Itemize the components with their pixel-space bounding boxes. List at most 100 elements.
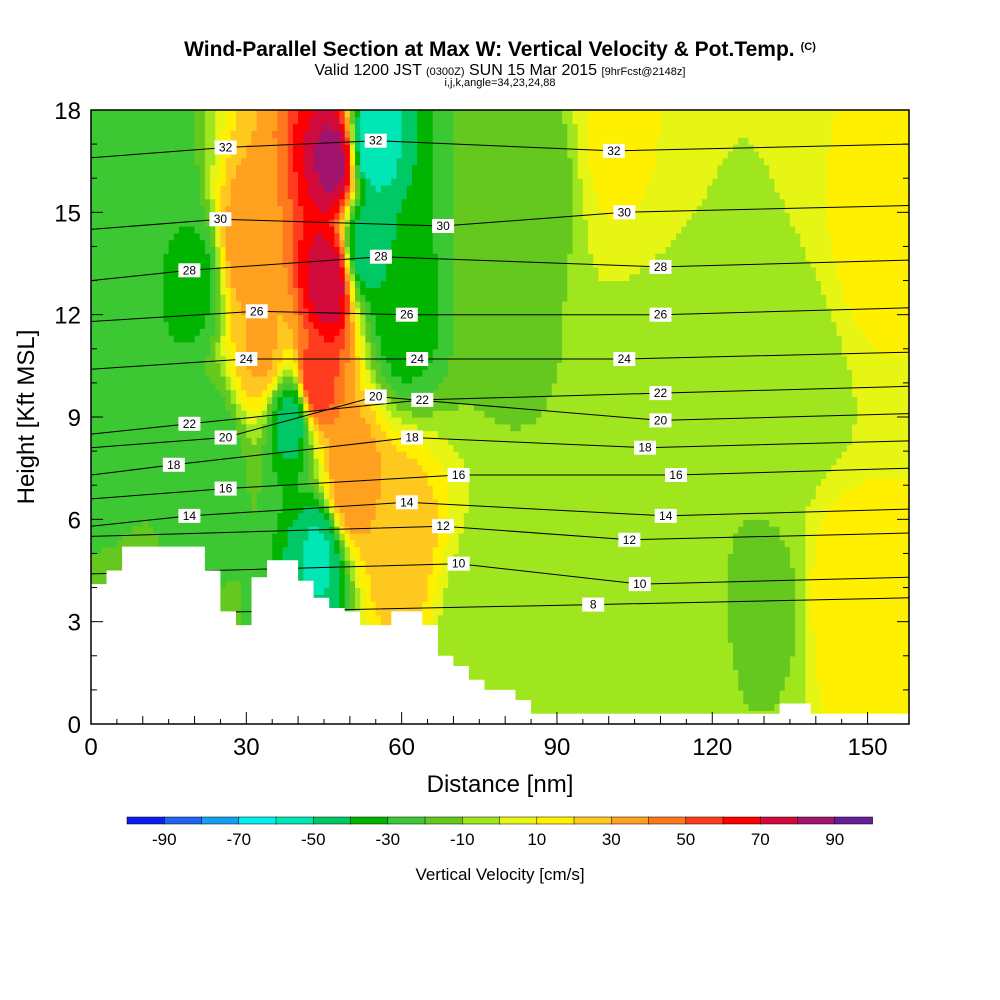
velocity-cell <box>815 642 909 650</box>
terrain-mask <box>91 546 909 724</box>
velocity-cell <box>453 191 574 200</box>
velocity-cell <box>437 628 729 636</box>
velocity-cell <box>215 130 222 138</box>
velocity-cell <box>826 219 909 227</box>
isentrope-label-bg <box>178 508 201 523</box>
velocity-cell <box>215 232 222 241</box>
velocity-cell <box>215 246 222 254</box>
velocity-cell <box>779 689 807 698</box>
velocity-cell <box>567 273 599 282</box>
x-tick-label: 150 <box>848 734 888 761</box>
velocity-cell <box>826 301 848 309</box>
velocity-cell <box>355 123 361 131</box>
velocity-cell <box>344 191 351 200</box>
velocity-cell <box>650 260 812 268</box>
velocity-cell <box>448 573 729 582</box>
velocity-cell <box>355 342 361 350</box>
velocity-cell <box>753 144 832 152</box>
velocity-cell <box>215 205 222 213</box>
velocity-cell <box>225 294 232 302</box>
isentrope-label: 28 <box>649 259 672 274</box>
velocity-cell <box>91 273 165 282</box>
velocity-cell <box>220 369 227 377</box>
velocity-cell <box>789 546 806 554</box>
velocity-cell <box>743 696 781 705</box>
velocity-cell <box>593 253 656 261</box>
velocity-cell <box>852 485 909 493</box>
velocity-cell <box>225 273 232 282</box>
velocity-cell <box>588 116 662 125</box>
isentrope-label-text: 10 <box>452 557 466 571</box>
velocity-cell <box>91 171 201 179</box>
velocity-cell <box>727 567 796 575</box>
velocity-cell <box>645 191 708 200</box>
velocity-cell <box>298 178 310 186</box>
velocity-cell <box>344 519 372 527</box>
velocity-cell <box>727 635 796 643</box>
velocity-cell <box>292 164 304 172</box>
velocity-cell <box>220 171 227 179</box>
isentrope-label: 18 <box>162 457 185 472</box>
velocity-cell <box>562 355 848 363</box>
velocity-cell <box>308 294 341 302</box>
velocity-cell <box>287 130 294 138</box>
velocity-cell <box>313 321 346 329</box>
velocity-cell <box>225 580 242 589</box>
velocity-cell <box>468 485 817 493</box>
velocity-cell <box>365 328 372 336</box>
velocity-cell <box>308 191 341 200</box>
velocity-cell <box>153 526 278 534</box>
velocity-cell <box>272 533 289 541</box>
velocity-cell <box>225 362 232 370</box>
velocity-cell <box>204 321 216 329</box>
velocity-cell <box>292 376 299 384</box>
velocity-cell <box>220 294 227 302</box>
velocity-cell <box>246 314 278 323</box>
velocity-cell <box>727 580 796 589</box>
velocity-cell <box>91 212 206 220</box>
velocity-cell <box>287 144 294 152</box>
colorbar-swatch <box>424 816 464 825</box>
velocity-cell <box>334 185 346 193</box>
velocity-cell <box>344 185 351 193</box>
velocity-cell <box>339 205 346 213</box>
velocity-cell <box>277 423 304 432</box>
velocity-cell <box>298 485 315 493</box>
velocity-cell <box>272 348 284 357</box>
velocity-cell <box>365 362 372 370</box>
velocity-cell <box>805 608 812 616</box>
velocity-cell <box>236 417 242 425</box>
velocity-cell <box>256 505 284 514</box>
velocity-cell <box>313 232 325 241</box>
velocity-cell <box>805 696 822 705</box>
velocity-cell <box>432 178 454 186</box>
velocity-cell <box>267 389 273 398</box>
velocity-cell <box>365 614 382 623</box>
velocity-cell <box>349 123 356 131</box>
velocity-cell <box>292 396 299 404</box>
velocity-cell <box>230 321 247 329</box>
velocity-cell <box>168 328 201 336</box>
velocity-cell <box>846 444 909 452</box>
velocity-cell <box>225 246 284 254</box>
velocity-cell <box>841 492 909 500</box>
velocity-cell <box>272 396 278 404</box>
velocity-cell <box>308 287 346 295</box>
velocity-cell <box>215 280 222 288</box>
velocity-cell <box>313 410 341 418</box>
velocity-cell <box>334 533 341 541</box>
velocity-cell <box>225 178 232 186</box>
velocity-cell <box>344 314 351 323</box>
velocity-cell <box>251 505 258 514</box>
velocity-cell <box>360 150 403 159</box>
velocity-cell <box>800 239 832 247</box>
x-tick-label: 0 <box>84 734 97 761</box>
velocity-cell <box>220 348 232 357</box>
velocity-cell <box>805 580 812 589</box>
velocity-cell <box>468 505 806 514</box>
velocity-cell <box>795 567 807 575</box>
velocity-cell <box>308 417 315 425</box>
velocity-cell <box>308 335 325 343</box>
velocity-cell <box>199 328 216 336</box>
velocity-cell <box>805 546 817 554</box>
